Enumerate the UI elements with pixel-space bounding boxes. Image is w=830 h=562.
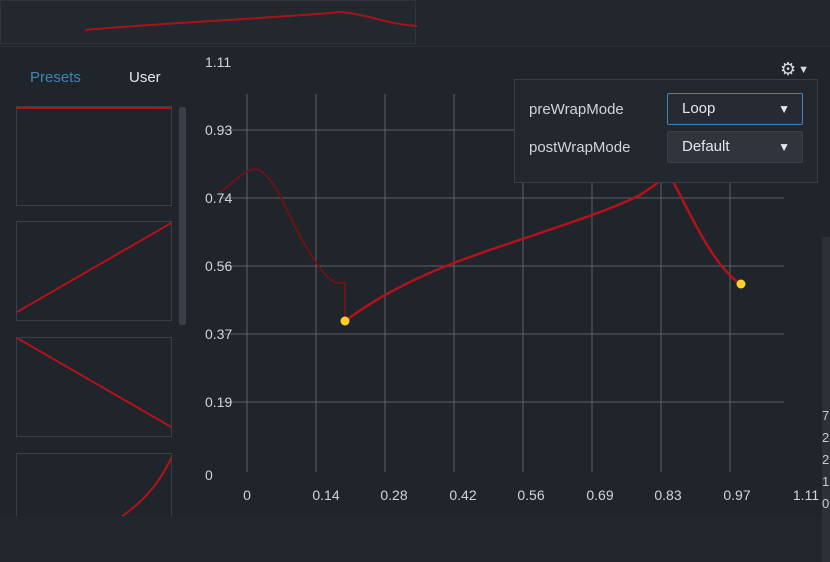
post-wrap-select[interactable]: Default ▼ [667,131,803,163]
x-label-3: 0.28 [380,487,407,503]
preset-linear-down[interactable] [16,337,172,437]
x-label-5: 0.56 [517,487,544,503]
edge-glyph: 1 [822,474,830,489]
curve-preview-strip [0,0,417,44]
curve-editor-window: Presets User 1.11 0.93 0.74 [0,46,830,562]
y-label-4: 0.56 [205,258,232,274]
pre-wrap-value: Loop [682,100,716,117]
curve-preview [84,10,417,31]
wrap-mode-panel: preWrapMode Loop ▼ postWrapMode Default … [514,79,818,183]
pre-wrap-select[interactable]: Loop ▼ [667,93,803,125]
x-label-9: 1.11 [793,487,819,503]
background-window-edge [822,237,830,562]
y-label-3: 0.74 [205,190,232,206]
keyframe-start[interactable] [340,316,350,326]
x-label-1: 0 [243,487,251,503]
preset-flat[interactable] [16,106,172,206]
background-window-edge-text: 7 2 2 1 0 [822,405,830,515]
post-wrap-label: postWrapMode [529,139,631,156]
pre-wrap-label: preWrapMode [529,101,624,118]
dropdown-arrow-icon: ▼ [778,140,790,154]
y-label-7: 0 [205,467,213,483]
dropdown-arrow-icon: ▼ [778,102,790,116]
caret-down-icon[interactable]: ▼ [798,64,810,76]
gear-icon[interactable]: ⚙ [780,59,797,79]
presets-scrollbar[interactable] [179,107,186,325]
background-window [416,0,830,46]
y-label-1: 1.11 [205,54,231,70]
x-label-6: 0.69 [586,487,613,503]
edge-glyph: 0 [822,496,830,511]
tab-presets[interactable]: Presets [30,69,81,86]
curve-line[interactable] [344,169,741,323]
x-label-2: 0.14 [312,487,339,503]
x-label-8: 0.97 [723,487,750,503]
post-wrap-value: Default [682,138,730,155]
edge-glyph: 2 [822,430,830,445]
y-label-2: 0.93 [205,122,232,138]
preset-ease-in[interactable] [16,453,172,516]
edge-glyph: 7 [822,408,830,423]
y-label-6: 0.19 [205,394,232,410]
keyframe-end[interactable] [736,279,746,289]
x-label-7: 0.83 [654,487,681,503]
tab-user[interactable]: User [129,69,161,86]
y-label-5: 0.37 [205,326,232,342]
pre-wrap-curve [219,168,346,321]
settings-menu[interactable]: ⚙ ▼ [780,59,820,79]
x-label-4: 0.42 [449,487,476,503]
edge-glyph: 2 [822,452,830,467]
preset-linear[interactable] [16,221,172,321]
